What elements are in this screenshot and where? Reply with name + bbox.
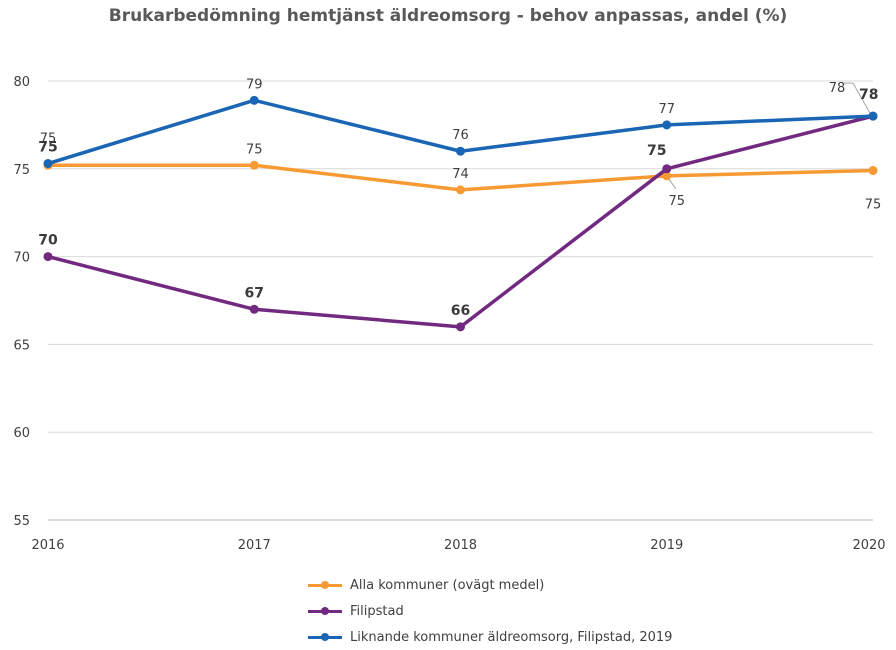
legend-label: Liknande kommuner äldreomsorg, Filipstad… <box>350 629 673 645</box>
data-label: 76 <box>452 128 469 143</box>
data-point <box>43 252 53 262</box>
data-point <box>662 120 672 130</box>
data-label: 75 <box>40 131 57 146</box>
data-point <box>868 166 878 176</box>
x-tick-label: 2016 <box>31 538 64 553</box>
legend-label: Filipstad <box>350 603 404 619</box>
data-label: 70 <box>38 233 58 249</box>
data-label: 75 <box>647 143 666 159</box>
y-tick-label: 75 <box>13 163 30 178</box>
data-label: 79 <box>246 77 263 92</box>
data-point <box>868 111 878 121</box>
y-tick-label: 70 <box>13 251 30 266</box>
legend-label: Alla kommuner (ovägt medel) <box>350 577 545 593</box>
data-label: 67 <box>245 285 264 301</box>
x-tick-label: 2019 <box>650 538 683 553</box>
legend-swatch <box>308 605 342 617</box>
data-label: 74 <box>452 167 469 182</box>
data-point <box>249 95 259 105</box>
data-label: 75 <box>865 198 882 213</box>
data-label: 78 <box>859 87 878 103</box>
data-point <box>249 160 259 170</box>
data-point <box>662 164 672 174</box>
data-label: 77 <box>658 102 675 117</box>
data-point <box>456 185 465 195</box>
y-axis-ticks: 55 60 65 70 75 80 <box>13 75 30 529</box>
series-lines <box>43 95 878 332</box>
data-label: 75 <box>38 140 57 156</box>
data-label: 66 <box>451 303 470 319</box>
data-point <box>249 304 259 314</box>
data-point <box>662 171 672 181</box>
series-2 <box>43 95 878 169</box>
data-point <box>456 146 465 156</box>
data-point <box>43 159 53 169</box>
legend-item-liknande-kommuner: Liknande kommuner äldreomsorg, Filipstad… <box>308 624 672 650</box>
data-point <box>456 322 465 332</box>
x-tick-label: 2017 <box>238 538 271 553</box>
legend-marker <box>321 581 329 589</box>
x-tick-label: 2018 <box>444 538 477 553</box>
x-axis-ticks: 2016 2017 2018 2019 2020 <box>31 538 885 553</box>
y-tick-label: 60 <box>13 426 30 441</box>
legend: Alla kommuner (ovägt medel) Filipstad Li… <box>308 572 672 650</box>
chart-title: Brukarbedömning hemtjänst äldreomsorg - … <box>108 6 788 26</box>
legend-swatch <box>308 631 342 643</box>
y-tick-label: 55 <box>13 514 30 529</box>
legend-marker <box>321 633 329 641</box>
grid-lines <box>48 80 873 521</box>
leader-line <box>844 82 871 114</box>
data-label: 78 <box>829 81 846 96</box>
legend-item-filipstad: Filipstad <box>308 598 672 624</box>
y-tick-label: 65 <box>13 338 30 353</box>
y-tick-label: 80 <box>13 75 30 90</box>
leader-line <box>668 178 677 190</box>
x-tick-label: 2020 <box>852 538 885 553</box>
data-label: 75 <box>668 194 685 209</box>
legend-swatch <box>308 579 342 591</box>
legend-item-alla-kommuner: Alla kommuner (ovägt medel) <box>308 572 672 598</box>
legend-marker <box>321 607 329 615</box>
leader-lines <box>668 82 871 190</box>
data-label: 75 <box>246 142 263 157</box>
series-1 <box>43 111 878 332</box>
